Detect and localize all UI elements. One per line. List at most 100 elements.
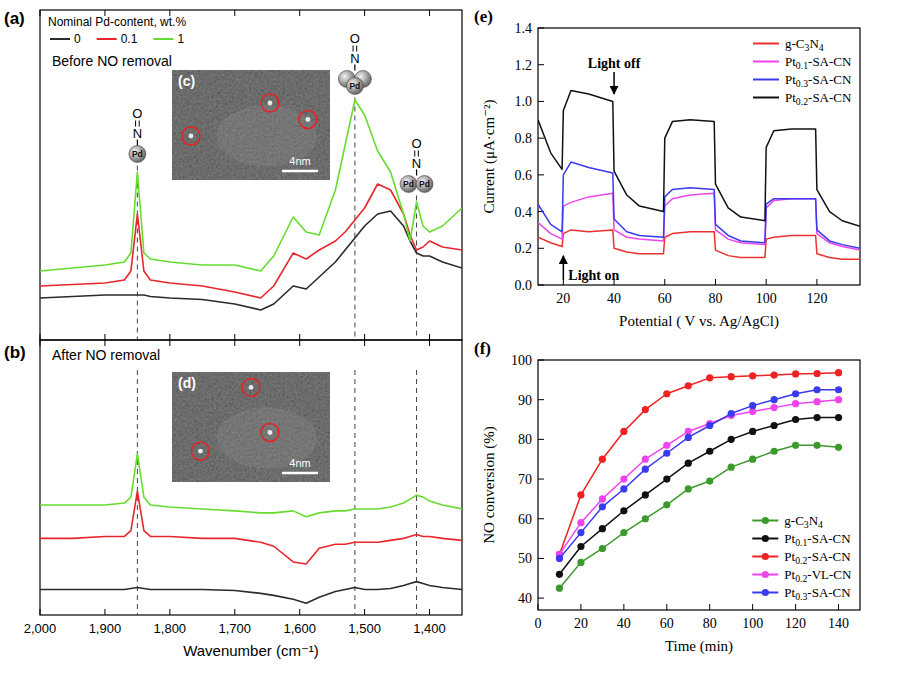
x-tick [795,604,796,610]
marker [556,571,563,578]
inset-label: (c) [178,73,195,89]
annotation: Light off [588,56,641,71]
marker [620,485,627,492]
y-tick [538,598,544,599]
x-tick [766,279,767,285]
marker [663,390,670,397]
marker [685,460,692,467]
highlight-circle [242,378,260,396]
x-tick [580,604,581,610]
y-tick-label: 0.8 [515,131,533,146]
marker [813,386,820,393]
atom-label: N [412,156,421,171]
legend-marker [762,517,769,524]
atom-label: N [133,126,142,141]
x-tick [538,604,539,610]
x-tick-label: 80 [708,291,722,306]
x-tick [623,604,624,610]
marker [620,529,627,536]
reference-line [416,196,417,341]
x-tick [169,609,170,615]
highlight-circle [299,111,317,129]
inset-texture [216,105,317,167]
x-tick-label: 100 [756,291,777,306]
x-tick [563,279,564,285]
metal-atom [416,176,433,193]
panel: (b)2,0001,9001,8001,7001,6001,5001,400Wa… [4,340,462,659]
legend-label: Pt0.1-SA-CN [784,531,851,548]
series-group [556,369,842,592]
marker [620,475,627,482]
x-tick [234,10,235,16]
bond [139,121,140,127]
legend-label: g-C3N4 [785,36,824,53]
marker [771,371,778,378]
x-tick [364,10,365,16]
legend-swatch [753,61,779,63]
legend-label: 1 [177,32,184,46]
y-tick-label: 50 [518,551,532,566]
x-axis-title: Wavenumber (cm⁻¹) [183,642,319,659]
x-tick-label: 0 [535,616,542,631]
x-tick [715,279,716,285]
atom-spot [268,430,273,435]
x-tick [234,609,235,615]
marker [663,442,670,449]
y-tick-label: 70 [518,472,532,487]
marker [599,495,606,502]
x-tick-label: 120 [806,291,827,306]
inset-ground [172,70,330,180]
atom-spot [268,101,273,106]
atom-label: O [350,31,360,46]
scale-bar [282,170,318,173]
y-tick [538,439,544,440]
x-tick [816,279,817,285]
x-tick-label: 60 [658,291,672,306]
y-tick [538,360,544,361]
legend-swatch [153,38,173,40]
series-line [559,445,838,588]
marker [792,400,799,407]
arrow [613,72,615,94]
marker [813,414,820,421]
figure: (a)PdNOPdNOPdPdNO(c)4nmBefore NO removal… [0,0,898,674]
legend-swatch [97,38,117,40]
legend-label: 0.1 [121,32,138,46]
y-tick-label: 1.0 [515,94,533,109]
panel-subtitle: Before NO removal [52,53,172,69]
atom-spot [249,385,254,390]
legend-marker [762,535,769,542]
plot-frame [538,360,860,610]
marker [706,422,713,429]
y-tick-label: 40 [518,591,532,606]
series-line [559,373,838,555]
x-tick-label: 1,800 [154,621,187,636]
legend-label: Pt0.2-VL-CN [784,567,852,584]
legend: g-C3N4Pt0.1-SA-CNPt0.3-SA-CNPt0.2-SA-CN [753,36,852,107]
y-tick-label: 0.6 [515,168,533,183]
metal-atom [346,78,363,95]
x-tick-label: 40 [617,616,631,631]
series-group [538,90,860,259]
marker [577,491,584,498]
series-line [538,162,860,248]
marker [642,515,649,522]
adsorbate-icon: PdNO [129,106,146,163]
x-tick [299,334,300,340]
y-tick [538,28,544,29]
y-tick-label: 0.2 [515,241,533,256]
y-tick [538,138,544,139]
marker [792,442,799,449]
series-line [40,582,462,604]
x-tick [429,10,430,16]
inset-ground [172,372,330,482]
panel-letter: (e) [474,7,493,26]
x-tick [40,10,41,16]
y-tick [538,558,544,559]
marker [835,369,842,376]
legend-title: Nominal Pd-content, wt.% [48,15,186,29]
series-line [538,193,860,250]
marker [599,456,606,463]
y-tick [538,174,544,175]
inset-texture [216,407,317,469]
